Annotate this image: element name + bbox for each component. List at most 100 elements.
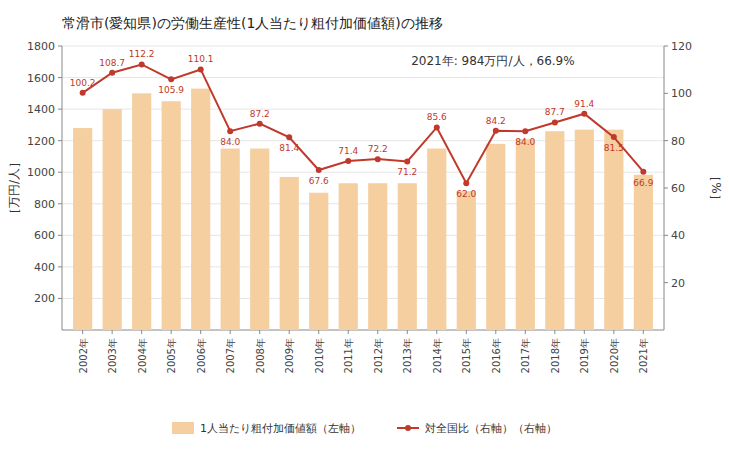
grid-line xyxy=(62,172,664,173)
legend-swatch xyxy=(172,422,194,434)
line-marker xyxy=(198,66,204,72)
data-label: 87.7 xyxy=(545,107,565,117)
grid-line xyxy=(62,235,664,236)
x-tick xyxy=(200,330,201,334)
x-tick xyxy=(348,330,349,334)
data-label: 66.9 xyxy=(633,178,653,188)
bar xyxy=(427,149,446,330)
x-tick-label: 2017年 xyxy=(520,338,531,373)
x-tick-label: 2021年 xyxy=(638,338,649,373)
chart: 2004006008001000120014001600180020406080… xyxy=(0,0,729,450)
x-tick-label: 2003年 xyxy=(107,338,118,373)
x-tick-label: 2016年 xyxy=(491,338,502,373)
bar xyxy=(103,109,122,330)
data-labels: 100.2108.7112.2105.9110.184.087.281.467.… xyxy=(70,49,654,199)
legend-marker xyxy=(405,425,411,431)
grid-line xyxy=(62,203,664,204)
x-tick-label: 2009年 xyxy=(284,338,295,373)
grid-line xyxy=(62,46,664,47)
x-tick-label: 2013年 xyxy=(402,338,413,373)
bar xyxy=(73,128,92,330)
data-label: 110.1 xyxy=(188,54,214,64)
y-tick xyxy=(58,77,62,78)
y2-axis-label: ［%］ xyxy=(709,170,723,205)
y-tick-label: 1800 xyxy=(27,40,55,53)
x-axis xyxy=(62,330,664,331)
y2-tick xyxy=(664,46,668,47)
y2-tick-label: 20 xyxy=(671,277,685,290)
bar xyxy=(250,149,269,330)
y-tick-label: 800 xyxy=(34,198,55,211)
bar xyxy=(604,130,623,330)
grid xyxy=(62,46,664,298)
x-tick xyxy=(554,330,555,334)
y-tick xyxy=(58,46,62,47)
x-tick xyxy=(112,330,113,334)
line-marker xyxy=(286,134,292,140)
data-label: 85.6 xyxy=(427,112,447,122)
bar xyxy=(309,193,328,330)
line-marker xyxy=(463,180,469,186)
grid-line xyxy=(62,109,664,110)
line-marker xyxy=(522,128,528,134)
y-tick-label: 400 xyxy=(34,261,55,274)
bar xyxy=(575,130,594,330)
annotation: 2021年: 984万円/人，66.9% xyxy=(411,54,574,68)
x-tick xyxy=(141,330,142,334)
data-label: 105.9 xyxy=(158,85,184,95)
y2-axis xyxy=(664,46,665,330)
x-tick-label: 2004年 xyxy=(137,338,148,373)
y2-tick xyxy=(664,282,668,283)
x-tick xyxy=(584,330,585,334)
y-tick-label: 1400 xyxy=(27,103,55,116)
x-tick-label: 2020年 xyxy=(609,338,620,373)
bar xyxy=(545,131,564,330)
y2-tick-label: 40 xyxy=(671,229,685,242)
y2-tick-label: 100 xyxy=(671,87,692,100)
data-label: 84.2 xyxy=(486,116,506,126)
x-tick-label: 2018年 xyxy=(550,338,561,373)
line-marker xyxy=(109,70,115,76)
x-tick xyxy=(643,330,644,334)
data-label: 67.6 xyxy=(309,176,329,186)
x-tick-label: 2005年 xyxy=(166,338,177,373)
y-tick xyxy=(58,298,62,299)
y-tick-label: 600 xyxy=(34,229,55,242)
bar xyxy=(339,183,358,330)
y-tick-label: 1000 xyxy=(27,166,55,179)
data-label: 81.4 xyxy=(279,143,299,153)
y2-tick-label: 120 xyxy=(671,40,692,53)
data-label: 62.0 xyxy=(456,189,476,199)
line-marker xyxy=(611,134,617,140)
grid-line xyxy=(62,140,664,141)
y-tick xyxy=(58,172,62,173)
bar xyxy=(398,183,417,330)
x-tick xyxy=(230,330,231,334)
grid-line xyxy=(62,77,664,78)
y-axis xyxy=(62,46,63,330)
line-marker xyxy=(316,167,322,173)
x-tick-label: 2002年 xyxy=(78,338,89,373)
x-tick xyxy=(525,330,526,334)
x-tick-label: 2010年 xyxy=(314,338,325,373)
legend: 1人当たり粗付加価値額（左軸） 対全国比（右軸）（右軸） xyxy=(172,422,557,435)
y-tick-label: 1600 xyxy=(27,72,55,85)
line-marker xyxy=(640,169,646,175)
line-marker xyxy=(345,158,351,164)
data-label: 72.2 xyxy=(368,144,388,154)
x-tick-label: 2008年 xyxy=(255,338,266,373)
line-marker xyxy=(493,128,499,134)
bar xyxy=(191,89,210,330)
legend-label: 対全国比（右軸）（右軸） xyxy=(425,422,557,435)
y-tick xyxy=(58,203,62,204)
x-tick xyxy=(436,330,437,334)
data-label: 112.2 xyxy=(129,49,155,59)
legend-label: 1人当たり粗付加価値額（左軸） xyxy=(200,422,361,435)
y2-tick xyxy=(664,93,668,94)
data-label: 84.0 xyxy=(220,137,240,147)
x-tick xyxy=(407,330,408,334)
x-tick-label: 2015年 xyxy=(461,338,472,373)
x-tick-label: 2014年 xyxy=(432,338,443,373)
bar xyxy=(221,149,240,330)
y-tick-label: 200 xyxy=(34,292,55,305)
